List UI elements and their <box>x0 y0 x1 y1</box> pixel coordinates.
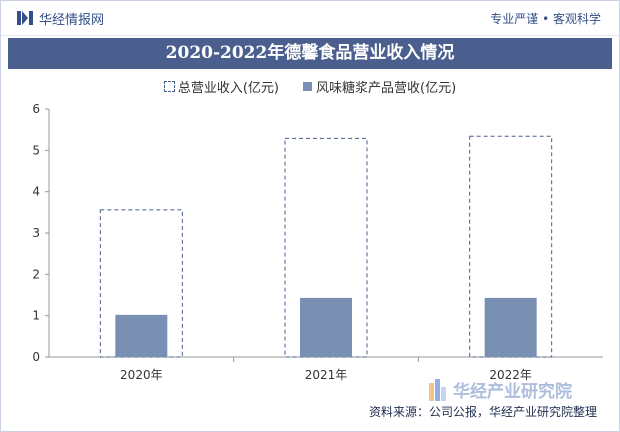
slogan: 专业严谨 • 客观科学 <box>490 11 601 26</box>
legend-label-syrup-revenue: 风味糖浆产品营收(亿元) <box>316 81 457 96</box>
legend-item-total-revenue: 总营业收入(亿元) <box>163 77 279 96</box>
y-tick-label: 1 <box>32 309 40 323</box>
legend-swatch-total-revenue <box>163 81 175 92</box>
legend-item-syrup-revenue: 风味糖浆产品营收(亿元) <box>303 77 456 96</box>
chart-title: 2020-2022年德馨食品营业收入情况 <box>8 38 612 69</box>
y-tick-label: 0 <box>32 350 40 364</box>
y-tick-label: 5 <box>32 143 40 157</box>
watermark-logo-icon <box>429 379 446 401</box>
top-bar: 华经情报网 专业严谨 • 客观科学 <box>1 1 619 36</box>
brand-name: 华经情报网 <box>39 12 105 28</box>
bar-syrup-revenue <box>484 297 537 357</box>
bar-syrup-revenue <box>300 297 352 357</box>
legend-swatch-syrup-revenue <box>303 82 312 91</box>
chart-legend: 总营业收入(亿元) 风味糖浆产品营收(亿元) <box>1 77 619 96</box>
x-tick-label: 2021年 <box>305 368 348 382</box>
x-tick-label: 2020年 <box>120 368 163 382</box>
y-tick-label: 4 <box>32 185 40 199</box>
y-tick-label: 6 <box>32 102 40 116</box>
brand-logo-icon <box>17 11 33 25</box>
x-tick-label: 2022年 <box>489 368 532 382</box>
y-tick-label: 2 <box>32 267 40 281</box>
watermark-text: 华经产业研究院 <box>453 382 572 402</box>
bar-syrup-revenue <box>115 314 168 357</box>
bar-chart: 0 1 2 3 4 5 6 2020年 2021年 2022年 <box>32 102 603 382</box>
bar-total-revenue <box>99 209 183 358</box>
brand: 华经情报网 <box>17 9 104 28</box>
source-note: 资料来源：公司公报，华经产业研究院整理 <box>368 405 597 419</box>
legend-label-total-revenue: 总营业收入(亿元) <box>177 81 279 96</box>
bar-total-revenue <box>284 137 368 358</box>
y-tick-label: 3 <box>32 226 40 240</box>
